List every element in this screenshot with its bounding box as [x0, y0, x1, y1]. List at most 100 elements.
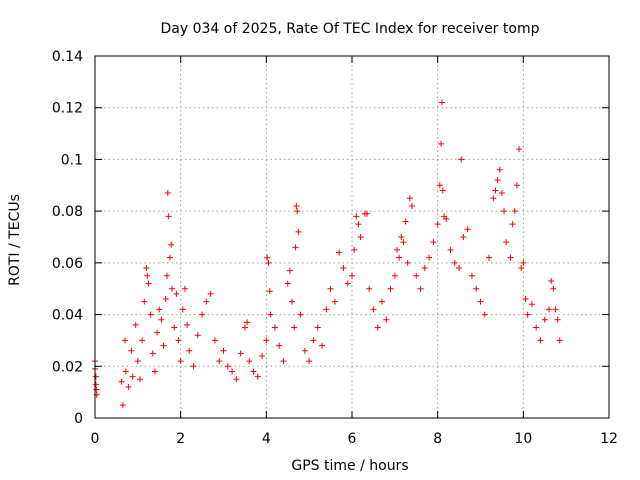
- y-axis-label: ROTI / TECUs: [7, 194, 23, 286]
- data-point: [451, 259, 458, 266]
- data-point: [168, 241, 175, 248]
- data-point: [511, 208, 518, 215]
- data-point: [498, 190, 505, 197]
- data-point: [143, 265, 150, 272]
- data-point: [492, 187, 499, 194]
- data-point: [513, 182, 520, 189]
- data-point: [438, 99, 445, 106]
- data-point: [438, 140, 445, 147]
- data-point: [507, 254, 514, 261]
- y-tick-label: 0.06: [52, 256, 83, 272]
- data-point: [314, 324, 321, 331]
- data-point: [246, 358, 253, 365]
- axis-ticks: [94, 55, 610, 419]
- data-point: [233, 376, 240, 383]
- data-point: [374, 324, 381, 331]
- data-point: [216, 358, 223, 365]
- data-point: [353, 213, 360, 220]
- data-point: [139, 337, 146, 344]
- data-point: [224, 363, 231, 370]
- data-point: [237, 350, 244, 357]
- data-point: [156, 306, 163, 313]
- data-point: [336, 249, 343, 256]
- data-point: [144, 272, 151, 279]
- data-point: [533, 324, 540, 331]
- data-point: [378, 298, 385, 305]
- data-point: [199, 311, 206, 318]
- data-point: [165, 213, 172, 220]
- data-point: [404, 259, 411, 266]
- data-point: [154, 329, 161, 336]
- data-point: [141, 298, 148, 305]
- data-point: [297, 311, 304, 318]
- data-point: [134, 358, 141, 365]
- data-point: [132, 321, 139, 328]
- data-point: [173, 290, 180, 297]
- data-point: [393, 246, 400, 253]
- data-point: [464, 226, 471, 233]
- data-point: [490, 195, 497, 202]
- y-tick-label: 0.14: [52, 49, 83, 65]
- data-point: [355, 221, 362, 228]
- data-point: [267, 311, 274, 318]
- data-point: [229, 368, 236, 375]
- data-point: [552, 306, 559, 313]
- data-point: [323, 306, 330, 313]
- data-point: [254, 373, 261, 380]
- data-point: [400, 239, 407, 246]
- data-point: [136, 376, 143, 383]
- data-point: [344, 280, 351, 287]
- data-point: [129, 373, 136, 380]
- x-tick-label: 2: [176, 431, 185, 447]
- data-point: [259, 352, 266, 359]
- data-point: [366, 285, 373, 292]
- y-tick-label: 0.08: [52, 204, 83, 220]
- data-point: [548, 277, 555, 284]
- data-point: [220, 347, 227, 354]
- data-point: [118, 378, 125, 385]
- data-point: [398, 234, 405, 240]
- data-point: [349, 272, 355, 279]
- data-point: [162, 296, 169, 303]
- data-point: [92, 373, 99, 380]
- data-point: [520, 259, 527, 266]
- x-tick-label: 10: [514, 431, 532, 447]
- data-point: [179, 306, 186, 313]
- data-point: [340, 265, 347, 272]
- data-point: [241, 324, 248, 331]
- data-point: [417, 285, 424, 292]
- data-point: [421, 265, 428, 272]
- data-point: [163, 272, 170, 279]
- data-point: [443, 215, 450, 222]
- data-point: [186, 347, 193, 354]
- data-point: [289, 298, 296, 305]
- data-point: [194, 332, 201, 339]
- data-point: [284, 280, 291, 287]
- data-point: [351, 246, 358, 253]
- data-point: [456, 265, 463, 272]
- data-point: [556, 337, 563, 344]
- data-point: [524, 311, 531, 318]
- data-point: [203, 298, 210, 305]
- y-tick-labels: 0 0.02 0.04 0.06 0.08 0.1 0.12 0.14: [52, 49, 83, 427]
- y-tick-label: 0.02: [52, 359, 83, 375]
- data-point: [92, 381, 99, 388]
- data-point: [357, 234, 364, 240]
- data-point: [383, 316, 390, 323]
- data-point: [184, 321, 191, 328]
- x-tick-label: 8: [433, 431, 442, 447]
- data-point: [391, 272, 398, 279]
- data-point: [402, 218, 409, 225]
- data-point: [458, 156, 465, 163]
- data-point: [518, 265, 525, 272]
- data-point: [265, 259, 272, 266]
- data-point: [494, 177, 501, 184]
- data-point: [119, 402, 126, 409]
- data-point: [501, 208, 508, 215]
- y-tick-label: 0.12: [52, 101, 83, 117]
- data-point: [516, 146, 523, 153]
- data-point: [128, 347, 135, 354]
- data-point: [286, 267, 293, 274]
